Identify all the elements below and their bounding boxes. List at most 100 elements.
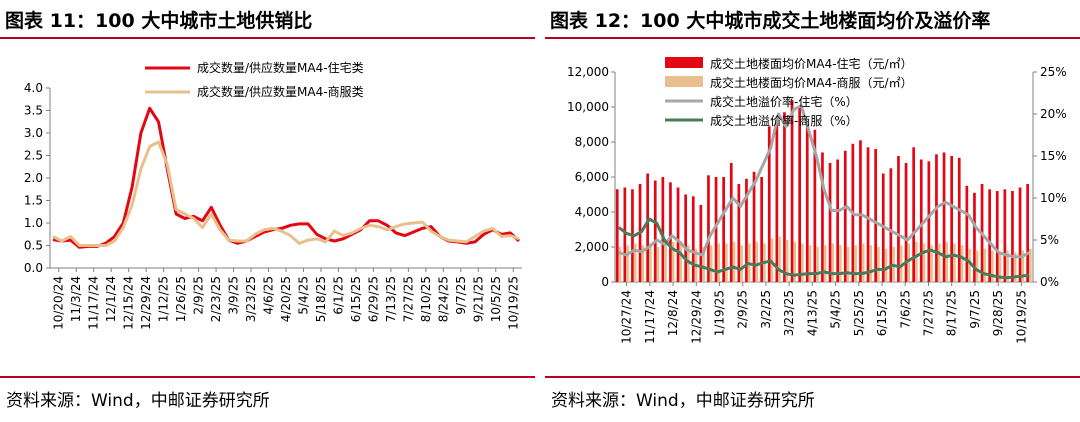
bar xyxy=(778,236,781,282)
bar xyxy=(1013,252,1017,283)
x-tick-label: 4/20/25 xyxy=(279,276,293,322)
x-tick-label: 2/9/25 xyxy=(192,276,206,315)
y-tick-label: 0.5 xyxy=(24,239,43,253)
y-tick-label-right: 15% xyxy=(1040,149,1067,163)
x-tick-label: 4/13/25 xyxy=(805,290,819,336)
bar xyxy=(889,168,893,283)
bar xyxy=(676,187,680,282)
bar xyxy=(821,152,824,282)
bar xyxy=(988,189,991,283)
bar xyxy=(722,177,725,282)
bar xyxy=(1021,250,1025,282)
bar xyxy=(752,171,756,283)
y-tick-label: 0.0 xyxy=(24,261,43,275)
x-tick-label: 5/18/25 xyxy=(314,276,328,322)
bar xyxy=(823,245,827,283)
bar xyxy=(866,147,870,283)
bar xyxy=(839,245,842,283)
bar xyxy=(1011,191,1014,282)
bar xyxy=(646,173,649,282)
bar xyxy=(945,241,949,283)
bar xyxy=(755,241,759,283)
x-tick-label: 5/25/25 xyxy=(852,290,866,336)
bar xyxy=(831,243,835,282)
bar xyxy=(846,247,850,282)
bar xyxy=(707,175,710,283)
bar xyxy=(859,140,862,283)
bar xyxy=(702,247,705,282)
bar xyxy=(626,245,629,283)
x-tick-label: 1/26/25 xyxy=(174,276,188,322)
bar xyxy=(828,163,832,282)
y-tick-label: 1.5 xyxy=(24,194,43,208)
bar xyxy=(915,241,918,283)
bar xyxy=(737,184,741,282)
bar xyxy=(1006,250,1009,282)
bar xyxy=(664,243,667,282)
y-tick-label: 2.5 xyxy=(24,149,43,163)
bar xyxy=(1029,248,1032,283)
y-tick-label-left: 0 xyxy=(601,275,609,289)
bar xyxy=(709,245,713,283)
bar xyxy=(1018,187,1022,282)
x-tick-label: 11/3/24 xyxy=(69,276,83,322)
x-tick-label: 4/6/25 xyxy=(262,276,276,315)
bar xyxy=(785,240,789,282)
x-tick-label: 10/5/25 xyxy=(489,276,503,322)
bar xyxy=(874,149,877,282)
bar xyxy=(699,205,703,282)
bar xyxy=(813,129,817,283)
title-divider xyxy=(545,37,1080,39)
bar xyxy=(1026,184,1029,282)
bar xyxy=(740,245,743,283)
y-tick-label-left: 6,000 xyxy=(575,170,609,184)
y-tick-label: 1.0 xyxy=(24,216,43,230)
panel-land-price-premium: 图表 12：100 大中城市成交土地楼面均价及溢价率 0 2,000 4,000 6,… xyxy=(545,0,1080,422)
legend-swatch xyxy=(665,76,703,87)
bar xyxy=(808,245,812,283)
bar xyxy=(745,178,748,283)
x-tick-label: 10/27/24 xyxy=(620,290,634,344)
x-tick-label: 10/20/24 xyxy=(52,276,66,330)
land-price-premium-chart: 0 2,000 4,000 6,000 8,000 10,000 12,000 0% 5% 10%… xyxy=(567,56,1067,344)
x-tick-label: 12/15/24 xyxy=(122,276,136,330)
x-tick-label: 3/9/25 xyxy=(227,276,241,315)
bar xyxy=(669,182,672,283)
bar xyxy=(691,196,695,283)
y-tick-label-left: 2,000 xyxy=(575,240,609,254)
bar xyxy=(714,177,718,282)
series-line xyxy=(52,140,520,247)
panel-land-supply-sales-ratio: 图表 11：100 大中城市土地供销比 0.0 0.5 1.0 1.5 2.0 2.5 3.… xyxy=(0,0,535,422)
bar xyxy=(983,248,987,283)
y-tick-label: 4.0 xyxy=(24,81,43,95)
bar xyxy=(998,252,1002,283)
bar xyxy=(767,126,771,283)
bar xyxy=(960,245,964,283)
bar xyxy=(653,180,657,282)
x-tick-label: 3/23/25 xyxy=(244,276,258,322)
bar xyxy=(687,245,690,283)
x-tick-label: 6/15/25 xyxy=(349,276,363,322)
chart-title: 图表 12：100 大中城市成交土地楼面均价及溢价率 xyxy=(550,10,991,32)
bar xyxy=(897,156,900,282)
series-line xyxy=(618,104,1030,259)
x-tick-label: 7/6/25 xyxy=(898,290,912,329)
legend: 成交土地楼面均价MA4-住宅（元/㎡） 成交土地楼面均价MA4-商服（元/㎡） 成交… xyxy=(665,56,913,128)
y-tick-label-left: 4,000 xyxy=(575,205,609,219)
bar xyxy=(661,177,665,282)
bar xyxy=(790,100,794,282)
x-tick-label: 9/28/25 xyxy=(991,290,1005,336)
bar xyxy=(975,250,979,282)
supply-sales-ratio-chart: 0.0 0.5 1.0 1.5 2.0 2.5 3.0 3.5 4.0 10/20/24 11/3/… xyxy=(24,60,522,330)
bar xyxy=(623,187,627,282)
x-tick-label: 6/29/25 xyxy=(366,276,380,322)
bar xyxy=(1003,189,1007,283)
source-note: 资料来源：Wind，中邮证券研究所 xyxy=(6,391,270,411)
bar xyxy=(649,243,652,282)
title-divider xyxy=(0,37,535,39)
bar xyxy=(935,154,938,282)
x-tick-label: 3/2/25 xyxy=(759,290,773,329)
bar xyxy=(732,241,736,283)
bar xyxy=(656,247,660,282)
bar xyxy=(633,243,637,282)
